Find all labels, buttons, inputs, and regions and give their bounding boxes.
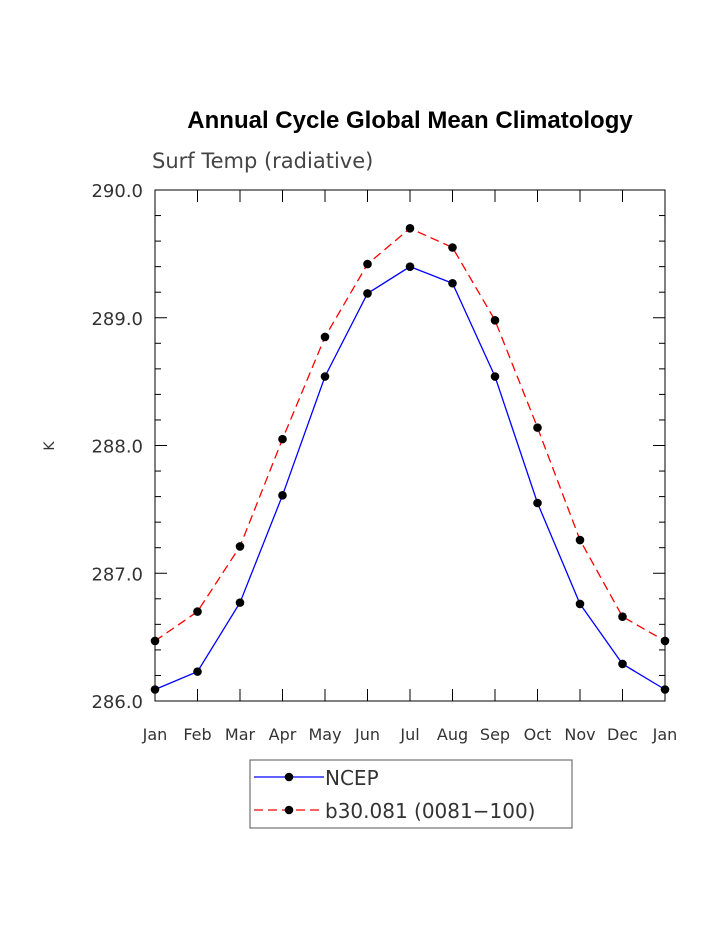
x-tick-label: Sep bbox=[480, 725, 510, 744]
data-point bbox=[278, 434, 287, 444]
x-tick-label: Aug bbox=[437, 725, 468, 744]
data-point bbox=[448, 243, 457, 252]
data-point bbox=[660, 636, 670, 646]
series-line-0 bbox=[154, 265, 666, 691]
y-tick-label: 287.0 bbox=[91, 564, 143, 585]
data-point bbox=[150, 685, 160, 694]
data-point bbox=[660, 685, 670, 694]
data-point bbox=[363, 289, 372, 298]
x-tick-label: Mar bbox=[225, 725, 256, 744]
data-point bbox=[235, 542, 245, 551]
y-tick-label: 290.0 bbox=[91, 181, 143, 202]
y-tick-label: 286.0 bbox=[91, 692, 143, 713]
data-point bbox=[618, 659, 627, 669]
data-point bbox=[278, 491, 287, 500]
axis-ticks bbox=[154, 189, 666, 702]
chart-subtitle: Surf Temp (radiative) bbox=[152, 149, 373, 173]
data-point bbox=[363, 259, 372, 269]
y-tick-label: 288.0 bbox=[91, 437, 143, 458]
data-point bbox=[235, 598, 245, 607]
data-point bbox=[490, 372, 500, 381]
x-tick-label: Jun bbox=[354, 725, 380, 744]
y-tick-label: 289.0 bbox=[91, 309, 143, 330]
legend-marker bbox=[284, 772, 294, 782]
x-tick-label: Jul bbox=[399, 725, 419, 744]
data-point bbox=[575, 535, 585, 545]
data-point bbox=[448, 278, 457, 288]
data-point bbox=[490, 316, 500, 325]
data-point bbox=[405, 262, 415, 271]
legend-label: b30.081 (0081−100) bbox=[325, 799, 535, 823]
legend-box bbox=[249, 759, 573, 829]
data-point bbox=[618, 612, 627, 621]
x-tick-label: Apr bbox=[269, 725, 297, 744]
x-tick-label: Jan bbox=[142, 725, 168, 744]
x-tick-label: May bbox=[308, 725, 341, 744]
data-point bbox=[405, 224, 415, 233]
data-point bbox=[320, 332, 330, 342]
legend-marker bbox=[284, 805, 294, 815]
data-point bbox=[150, 636, 160, 646]
data-point bbox=[193, 667, 202, 676]
x-tick-label: Feb bbox=[183, 725, 211, 744]
x-tick-labels: Jan Feb Mar Apr May Jun Jul Aug Sep Oct Nov Dec Jan bbox=[142, 725, 678, 744]
x-tick-label: Dec bbox=[607, 725, 638, 744]
x-tick-label: Nov bbox=[564, 725, 595, 744]
x-tick-label: Jan bbox=[652, 725, 678, 744]
data-point bbox=[533, 423, 542, 432]
data-point bbox=[193, 607, 202, 616]
legend-label: NCEP bbox=[325, 766, 379, 790]
x-tick-label: Oct bbox=[524, 725, 552, 744]
data-point bbox=[575, 599, 585, 609]
y-tick-labels: 286.0 287.0 288.0 289.0 290.0 bbox=[91, 181, 143, 713]
legend: NCEP b30.081 (0081−100) bbox=[249, 759, 573, 829]
series-line-1 bbox=[154, 227, 666, 642]
data-point bbox=[533, 498, 542, 508]
data-point bbox=[320, 372, 330, 381]
y-axis-label: K bbox=[42, 441, 58, 451]
chart-title: Annual Cycle Global Mean Climatology bbox=[187, 107, 633, 134]
series-layer bbox=[150, 224, 670, 694]
legend-items: NCEP b30.081 (0081−100) bbox=[254, 766, 535, 823]
